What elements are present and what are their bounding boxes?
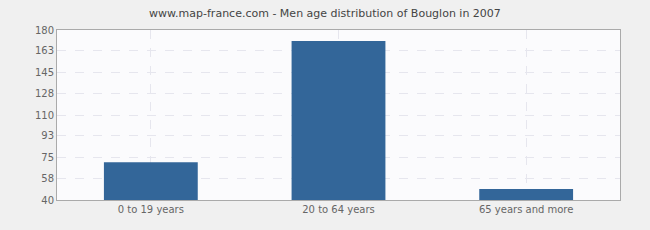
svg-text:145: 145	[35, 67, 54, 78]
svg-text:0 to 19 years: 0 to 19 years	[118, 204, 184, 215]
svg-text:110: 110	[35, 110, 54, 121]
svg-text:93: 93	[41, 130, 54, 141]
svg-text:75: 75	[41, 152, 54, 163]
svg-text:128: 128	[35, 88, 54, 99]
svg-text:163: 163	[35, 45, 54, 56]
svg-text:65 years and more: 65 years and more	[479, 204, 574, 215]
svg-text:180: 180	[35, 25, 54, 36]
svg-text:www.map-france.com - Men age d: www.map-france.com - Men age distributio…	[149, 7, 501, 20]
svg-text:20 to 64 years: 20 to 64 years	[302, 204, 375, 215]
svg-text:40: 40	[41, 195, 54, 206]
svg-text:58: 58	[41, 173, 54, 184]
